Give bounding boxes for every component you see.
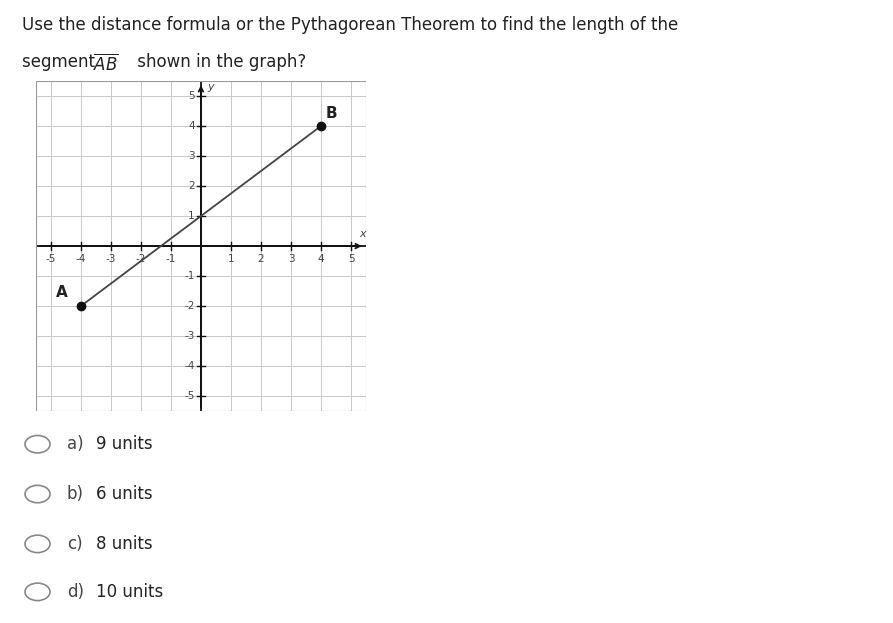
Text: 4: 4 [318, 254, 324, 265]
Text: $\overline{AB}$: $\overline{AB}$ [93, 53, 119, 74]
Text: shown in the graph?: shown in the graph? [132, 53, 306, 71]
Text: -3: -3 [105, 254, 116, 265]
Text: 2: 2 [188, 181, 195, 191]
Text: b): b) [67, 485, 84, 503]
Text: x: x [360, 229, 366, 239]
Text: -1: -1 [166, 254, 176, 265]
Text: -4: -4 [76, 254, 86, 265]
Text: -2: -2 [136, 254, 146, 265]
Text: 2: 2 [258, 254, 264, 265]
Text: 6 units: 6 units [96, 485, 153, 503]
Text: 1: 1 [228, 254, 234, 265]
Text: d): d) [67, 583, 84, 601]
Text: 10 units: 10 units [96, 583, 163, 601]
Text: A: A [55, 285, 67, 300]
Text: -5: -5 [185, 391, 195, 401]
Text: 5: 5 [347, 254, 355, 265]
Text: -1: -1 [185, 271, 195, 281]
Text: 5: 5 [188, 91, 195, 101]
Text: 1: 1 [188, 211, 195, 221]
Text: -5: -5 [46, 254, 56, 265]
Text: 8 units: 8 units [96, 535, 153, 553]
Text: a): a) [67, 435, 84, 453]
Text: 9 units: 9 units [96, 435, 153, 453]
Text: Use the distance formula or the Pythagorean Theorem to find the length of the: Use the distance formula or the Pythagor… [22, 16, 679, 34]
Text: 3: 3 [288, 254, 295, 265]
Text: -3: -3 [185, 331, 195, 341]
Text: -4: -4 [185, 361, 195, 371]
Text: B: B [326, 107, 338, 121]
Text: segment: segment [22, 53, 101, 71]
Text: c): c) [67, 535, 82, 553]
Text: y: y [207, 82, 213, 92]
Text: 3: 3 [188, 151, 195, 161]
Text: -2: -2 [185, 301, 195, 311]
Text: 4: 4 [188, 121, 195, 131]
